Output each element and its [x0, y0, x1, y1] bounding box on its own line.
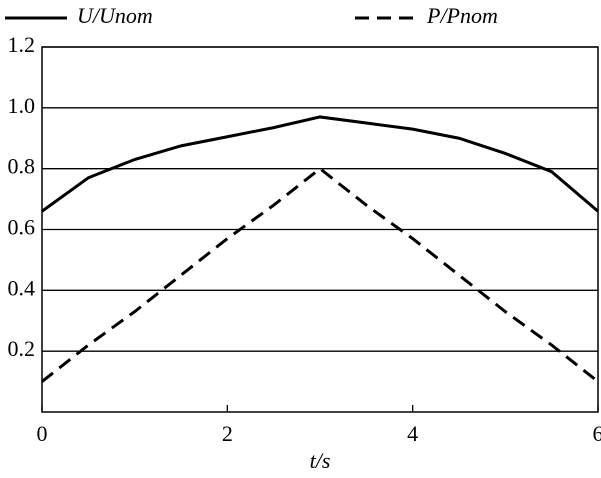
data-line	[41, 115, 599, 213]
x-axis-title: t/s	[310, 448, 331, 473]
legend-label: U/Unom	[77, 3, 153, 28]
y-tick-label: 1.0	[8, 93, 36, 118]
y-tick-label: 0.2	[8, 336, 36, 361]
x-tick-label: 0	[37, 421, 48, 446]
x-tick-label: 4	[407, 421, 418, 446]
y-tick-label: 0.4	[8, 275, 36, 300]
y-tick-label: 1.2	[8, 32, 36, 57]
data-line	[41, 166, 599, 383]
x-tick-label: 2	[222, 421, 233, 446]
legend-label: P/Pnom	[426, 3, 498, 28]
x-tick-label: 6	[593, 421, 601, 446]
y-tick-label: 0.6	[8, 215, 36, 240]
plot-frame	[41, 46, 599, 413]
y-tick-label: 0.8	[8, 154, 36, 179]
